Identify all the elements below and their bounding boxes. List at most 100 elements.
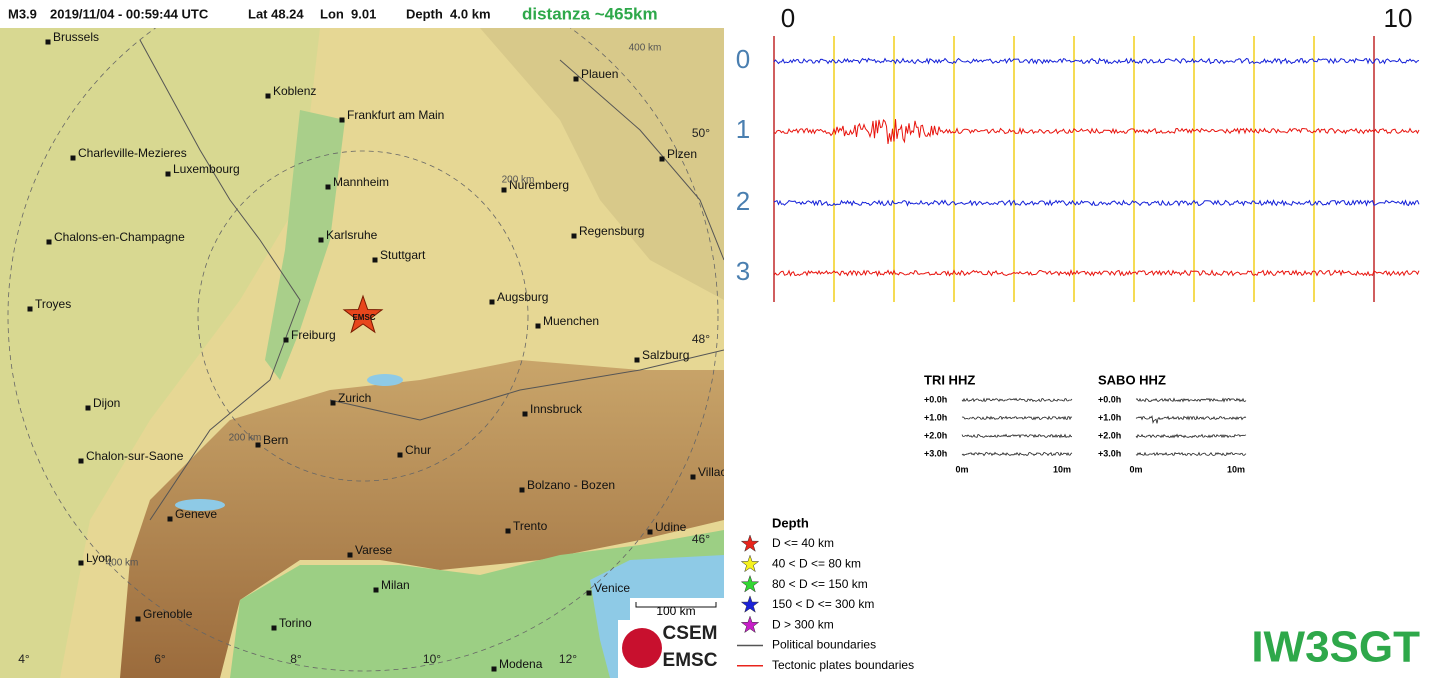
scale-bar xyxy=(635,602,717,608)
city-label: Venice xyxy=(594,581,630,595)
helicorder-trace xyxy=(1135,451,1247,457)
map: Brussels Koblenz Frankfurt am Main Plauen Ch… xyxy=(0,28,733,678)
legend-star xyxy=(740,595,760,613)
city-marker xyxy=(165,171,171,177)
city-label: Stuttgart xyxy=(380,248,426,262)
city-marker xyxy=(522,411,528,417)
helicorder-row-label: +0.0h xyxy=(924,394,947,404)
city-label: Innsbruck xyxy=(530,402,583,416)
city-marker xyxy=(373,587,379,593)
logo-text: CSEM xyxy=(663,623,718,644)
legend-star xyxy=(740,574,760,593)
helicorder-title: TRI HHZ xyxy=(924,372,975,387)
city-label: Chur xyxy=(405,443,431,457)
lake xyxy=(175,499,225,511)
datetime: 2019/11/04 - 00:59:44 UTC xyxy=(50,6,209,21)
legend-title: Depth xyxy=(772,515,809,530)
city-marker xyxy=(330,400,336,406)
helicorder-trace xyxy=(1135,433,1247,439)
city-marker xyxy=(85,405,91,411)
rhine-valley xyxy=(265,110,345,380)
hills xyxy=(480,28,724,300)
city-label: Troyes xyxy=(35,297,71,311)
city-label: Plauen xyxy=(581,67,618,81)
city-marker xyxy=(271,625,277,631)
city-marker xyxy=(372,257,378,263)
city-marker xyxy=(45,39,51,45)
helicorder-row-label: +3.0h xyxy=(924,448,947,458)
city-marker xyxy=(78,560,84,566)
city-marker xyxy=(255,442,261,448)
magnitude: M3.9 xyxy=(8,6,37,21)
city-label: Plzen xyxy=(667,147,697,161)
scale-label: 100 km xyxy=(656,604,695,618)
city-marker xyxy=(519,487,525,493)
legend-label: 80 < D <= 150 km xyxy=(772,577,868,591)
legend-label: 150 < D <= 300 km xyxy=(772,597,874,611)
epicenter-label: EMSC xyxy=(352,313,375,322)
helicorder-row-label: +2.0h xyxy=(1098,430,1121,440)
city-label: Lyon xyxy=(86,551,112,565)
cities: Brussels Koblenz Frankfurt am Main Plauen Ch… xyxy=(27,30,733,672)
latitude-label: 48° xyxy=(692,332,710,346)
time-label: 0 xyxy=(781,3,795,33)
city-marker xyxy=(535,323,541,329)
city-label: Frankfurt am Main xyxy=(347,108,444,122)
helicorder-trace xyxy=(961,451,1073,457)
city-label: Koblenz xyxy=(273,84,316,98)
city-marker xyxy=(135,616,141,622)
city-label: Charleville-Mezieres xyxy=(78,146,187,160)
depth: Depth 4.0 km xyxy=(406,6,491,21)
helicorder-row-label: +0.0h xyxy=(1098,394,1121,404)
city-marker xyxy=(78,458,84,464)
latitude: Lat 48.24 xyxy=(248,6,304,21)
row-label: 1 xyxy=(736,114,750,144)
helicorder-time: 0m xyxy=(955,464,968,474)
helicorder-trace xyxy=(1135,415,1247,425)
epicenter-star xyxy=(342,294,384,334)
helicorder-row-label: +3.0h xyxy=(1098,448,1121,458)
row-label: 3 xyxy=(736,256,750,286)
header: M3.9 2019/11/04 - 00:59:44 UTC Lat 48.24… xyxy=(8,4,658,23)
lowland xyxy=(0,28,320,678)
city-marker xyxy=(489,299,495,305)
helicorder-trace xyxy=(961,397,1073,403)
ring xyxy=(7,28,719,672)
city-label: Chalons-en-Champagne xyxy=(54,230,185,244)
legend-label: D <= 40 km xyxy=(772,536,834,550)
ring-label: 200 km xyxy=(502,175,535,186)
city-label: Udine xyxy=(655,520,687,534)
city-label: Brussels xyxy=(53,30,99,44)
city-label: Luxembourg xyxy=(173,162,240,176)
city-marker xyxy=(265,93,271,99)
logo-text: EMSC xyxy=(663,650,718,671)
legend-star xyxy=(740,534,760,552)
alps xyxy=(120,360,724,678)
city-marker xyxy=(27,306,33,312)
city-label: Muenchen xyxy=(543,314,599,328)
city-marker xyxy=(586,590,592,596)
legend-label: Tectonic plates boundaries xyxy=(772,658,914,672)
helicorder-row-label: +1.0h xyxy=(1098,412,1121,422)
city-label: Villach xyxy=(698,465,733,479)
city-marker xyxy=(347,552,353,558)
latitude-label: 50° xyxy=(692,126,710,140)
city-marker xyxy=(70,155,76,161)
helicorder-trace xyxy=(961,415,1073,421)
city-marker xyxy=(46,239,52,245)
logo-globe xyxy=(622,628,662,668)
city-label: Milan xyxy=(381,578,410,592)
city-label: Karlsruhe xyxy=(326,228,378,242)
trace xyxy=(773,57,1420,65)
helicorder-trace xyxy=(961,433,1073,439)
city-marker xyxy=(573,76,579,82)
city-label: Bolzano - Bozen xyxy=(527,478,615,492)
city-label: Varese xyxy=(355,543,392,557)
longitude-label: 12° xyxy=(559,652,577,666)
scale-box xyxy=(630,598,724,620)
ring-label: 200 km xyxy=(229,433,262,444)
ring xyxy=(197,150,529,482)
row-label: 2 xyxy=(736,186,750,216)
city-marker xyxy=(505,528,511,534)
